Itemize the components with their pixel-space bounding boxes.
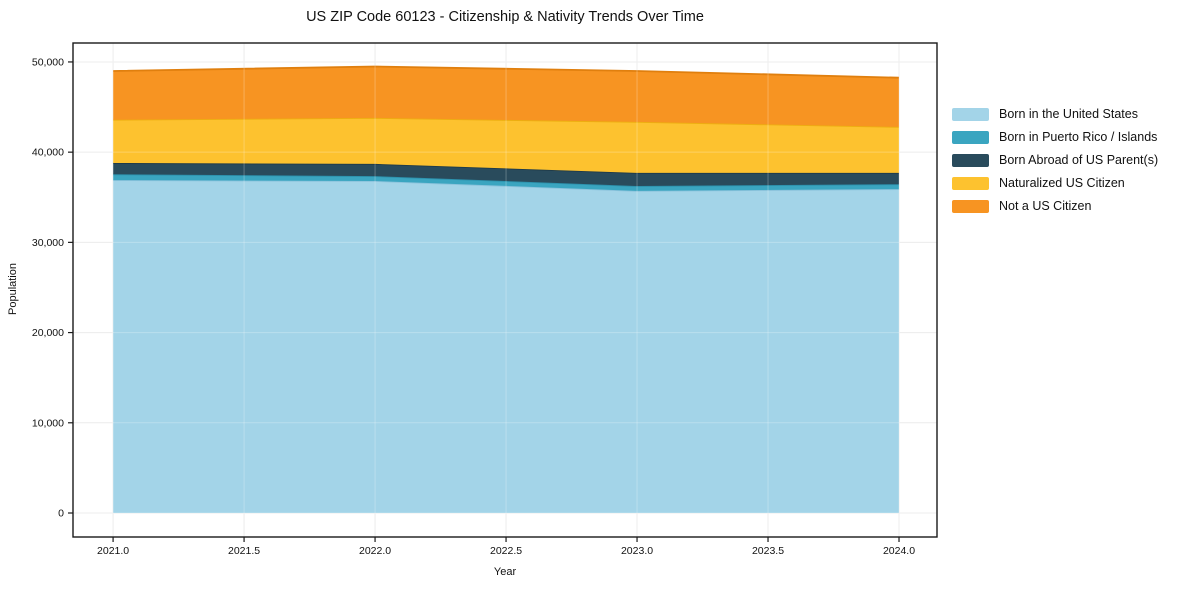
x-axis-label: Year [493,566,517,578]
y-tick-label: 10,000 [32,417,64,429]
chart-title: US ZIP Code 60123 - Citizenship & Nativi… [306,9,704,25]
legend-item: Born in the United States [952,107,1158,121]
x-tick-label: 2022.0 [359,545,391,557]
y-tick-label: 0 [58,508,64,520]
area-band [113,163,900,186]
legend-item: Naturalized US Citizen [952,176,1158,190]
legend-swatch [952,130,989,144]
area-band-edge [113,173,900,187]
legend-label: Naturalized US Citizen [999,176,1125,190]
legend-label: Born in the United States [999,107,1138,121]
legend-label: Born in Puerto Rico / Islands [999,130,1158,144]
x-tick-label: 2022.5 [490,545,522,557]
legend-swatch [952,199,989,213]
legend-swatch [952,176,989,190]
legend-item: Born Abroad of US Parent(s) [952,153,1158,167]
y-axis-label: Population [7,263,19,315]
chart-legend: Born in the United States Born in Puerto … [952,107,1158,213]
area-band [113,180,900,513]
legend-label: Born Abroad of US Parent(s) [999,153,1159,167]
plot-spines [72,42,938,538]
x-tick-label: 2021.5 [228,545,260,557]
legend-item: Not a US Citizen [952,199,1158,213]
area-band-edge [113,65,900,79]
y-tick-label: 30,000 [32,237,64,249]
legend-item: Born in Puerto Rico / Islands [952,130,1158,144]
area-band [113,66,900,127]
x-tick-label: 2021.0 [97,545,129,557]
legend-swatch [952,107,989,121]
x-tick-label: 2023.5 [752,545,784,557]
y-tick-label: 40,000 [32,147,64,159]
x-tick-label: 2023.0 [621,545,653,557]
y-tick-label: 50,000 [32,56,64,68]
area-band [113,117,900,173]
area-band [113,174,900,191]
legend-swatch [952,153,989,167]
x-tick-label: 2024.0 [883,545,915,557]
legend-label: Not a US Citizen [999,199,1092,213]
y-tick-label: 20,000 [32,327,64,339]
